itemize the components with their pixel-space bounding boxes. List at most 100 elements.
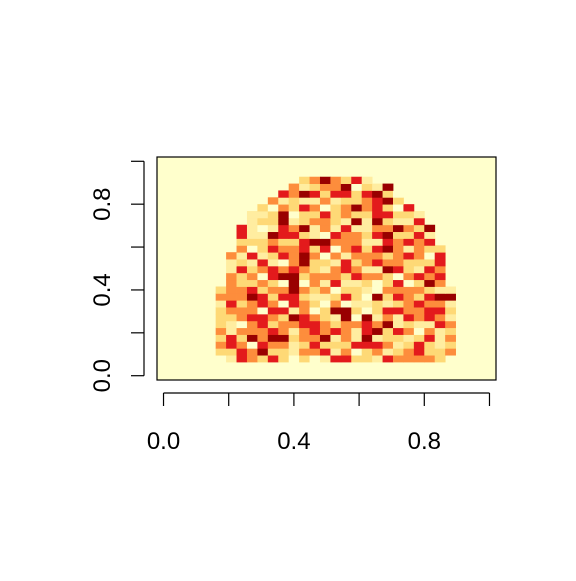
heatmap-cell <box>330 272 342 281</box>
heatmap-cell <box>403 341 415 349</box>
heatmap-cell <box>288 272 300 281</box>
heatmap-cell <box>393 348 404 356</box>
heatmap-cell <box>319 327 331 335</box>
heatmap-cell <box>278 300 290 308</box>
heatmap-cell <box>382 231 394 239</box>
heatmap-cell <box>340 231 352 239</box>
heatmap-cell <box>236 252 248 260</box>
heatmap-cell <box>278 320 290 329</box>
heatmap-cell <box>351 245 363 253</box>
heatmap-cell <box>403 224 415 233</box>
heatmap-cell <box>246 211 258 219</box>
heatmap-cell <box>403 300 415 308</box>
heatmap-cell <box>413 286 425 294</box>
heatmap-cell <box>330 327 342 335</box>
heatmap-cell <box>319 259 331 267</box>
heatmap-cell <box>330 279 342 287</box>
heatmap-cell <box>413 211 425 219</box>
heatmap-cell <box>372 355 383 363</box>
heatmap-cell <box>382 272 394 281</box>
heatmap-cell <box>445 313 456 322</box>
heatmap-cell <box>361 252 373 260</box>
heatmap-cell <box>330 307 342 315</box>
heatmap-cell <box>299 272 310 281</box>
heatmap-cell <box>351 355 363 363</box>
heatmap-cell <box>278 197 290 205</box>
heatmap-cell <box>393 190 404 198</box>
heatmap-cell <box>236 341 248 349</box>
heatmap-cell <box>288 279 300 287</box>
heatmap-cell <box>288 265 300 274</box>
heatmap-cell <box>351 313 363 322</box>
heatmap-cell <box>319 355 331 363</box>
heatmap-cell <box>361 176 373 184</box>
heatmap-cell <box>424 313 436 322</box>
heatmap-cell <box>246 224 258 233</box>
heatmap-cell <box>309 334 321 342</box>
heatmap-cell <box>226 334 237 342</box>
heatmap-cell <box>413 327 425 335</box>
heatmap-cell <box>309 286 321 294</box>
heatmap-cell <box>393 217 404 226</box>
heatmap-cell <box>257 307 269 315</box>
heatmap-cell <box>288 197 300 205</box>
heatmap-cell <box>351 224 363 233</box>
heatmap-cell <box>257 313 269 322</box>
heatmap-cell <box>413 355 425 363</box>
heatmap-cell <box>340 320 352 329</box>
heatmap-cell <box>215 313 227 322</box>
heatmap-cell <box>393 286 404 294</box>
heatmap-cell <box>340 327 352 335</box>
heatmap-cell <box>319 300 331 308</box>
heatmap-cell <box>309 252 321 260</box>
heatmap-cell <box>351 211 363 219</box>
heatmap-cell <box>309 183 321 191</box>
heatmap-cell <box>382 211 394 219</box>
heatmap-cell <box>340 176 352 184</box>
heatmap-cell <box>215 307 227 315</box>
heatmap-cell <box>340 183 352 191</box>
heatmap-cell <box>382 327 394 335</box>
heatmap-cell <box>257 348 269 356</box>
heatmap-cell <box>403 259 415 267</box>
heatmap-cell <box>319 204 331 212</box>
heatmap-cell <box>403 245 415 253</box>
heatmap-cell <box>236 245 248 253</box>
heatmap-cell <box>340 252 352 260</box>
heatmap-cell <box>257 355 269 363</box>
heatmap-cell <box>340 348 352 356</box>
heatmap-cell <box>382 265 394 274</box>
heatmap-cell <box>361 190 373 198</box>
heatmap-cell <box>372 197 383 205</box>
heatmap-cell <box>340 355 352 363</box>
heatmap-cell <box>288 348 300 356</box>
heatmap-cell <box>361 313 373 322</box>
heatmap-cell <box>246 286 258 294</box>
heatmap-cell <box>330 211 342 219</box>
heatmap-cell <box>330 293 342 301</box>
heatmap-cell <box>288 224 300 233</box>
heatmap-cell <box>372 348 383 356</box>
heatmap-cell <box>413 231 425 239</box>
heatmap-cell <box>393 307 404 315</box>
heatmap-cell <box>340 334 352 342</box>
heatmap-cell <box>226 320 237 329</box>
heatmap-cell <box>434 320 446 329</box>
heatmap-cell <box>267 265 279 274</box>
heatmap-cell <box>361 320 373 329</box>
plot-border <box>156 156 497 381</box>
heatmap-cell <box>330 286 342 294</box>
heatmap-cell <box>330 204 342 212</box>
heatmap-cell <box>340 204 352 212</box>
heatmap-cell <box>361 348 373 356</box>
heatmap-cell <box>257 300 269 308</box>
heatmap-cell <box>309 313 321 322</box>
heatmap-cell <box>382 204 394 212</box>
heatmap-cell <box>278 313 290 322</box>
heatmap-cell <box>330 265 342 274</box>
heatmap-cell <box>236 293 248 301</box>
heatmap-cell <box>403 279 415 287</box>
heatmap-cell <box>372 259 383 267</box>
